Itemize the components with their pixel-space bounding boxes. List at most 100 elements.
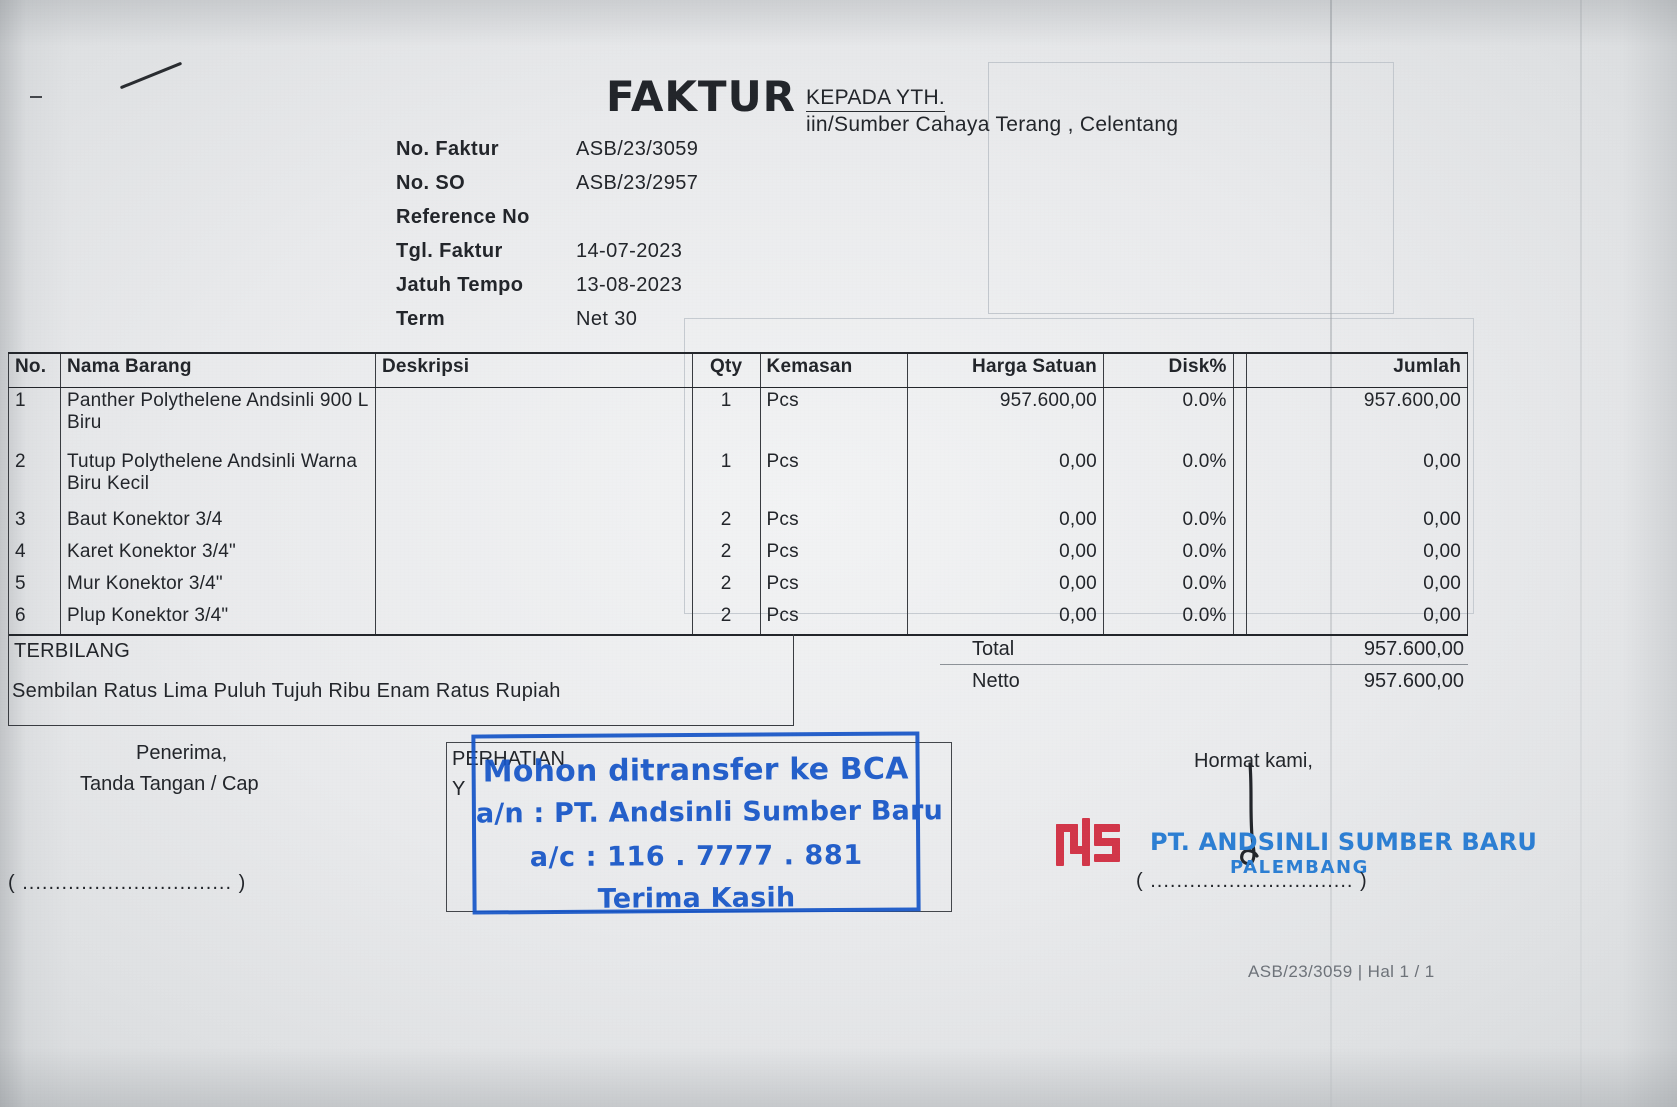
- cell-jumlah: 0,00: [1245, 449, 1469, 507]
- cell-harga: 0,00: [907, 539, 1104, 571]
- cell-disk: 0.0%: [1102, 539, 1234, 571]
- table-row: 2 Tutup Polythelene Andsinli Warna Biru …: [8, 449, 1469, 507]
- cell-deskripsi: [374, 387, 693, 449]
- cell-no: 4: [8, 539, 61, 571]
- cell-qty: 1: [691, 449, 761, 507]
- meta-label-no-faktur: No. Faktur: [396, 138, 499, 160]
- cell-kemasan: Pcs: [759, 539, 909, 571]
- col-header-deskripsi: Deskripsi: [374, 352, 693, 388]
- meta-row-jatuh-tempo: Jatuh Tempo 13-08-2023: [396, 274, 698, 308]
- meta-label-no-so: No. SO: [396, 172, 466, 194]
- cell-harga: 0,00: [907, 571, 1104, 603]
- table-header-row: No. Nama Barang Deskripsi Qty Kemasan Ha…: [8, 352, 1469, 388]
- cell-no: 6: [8, 603, 61, 636]
- cell-no: 2: [8, 449, 61, 507]
- cell-kemasan: Pcs: [759, 603, 909, 636]
- cell-disk: 0.0%: [1102, 571, 1234, 603]
- cell-disk: 0.0%: [1102, 449, 1234, 507]
- col-header-nama: Nama Barang: [59, 352, 376, 388]
- stray-tick-mark: [30, 96, 42, 98]
- cell-nama: Karet Konektor 3/4": [59, 539, 376, 571]
- meta-row-no-faktur: No. Faktur ASB/23/3059: [396, 138, 698, 172]
- table-row: 4 Karet Konektor 3/4" 2 Pcs 0,00 0.0% 0,…: [8, 539, 1469, 571]
- cell-jumlah: 0,00: [1245, 507, 1469, 539]
- recipient-label: KEPADA YTH.: [806, 86, 946, 112]
- cell-spacer: [1232, 387, 1247, 449]
- cell-no: 3: [8, 507, 61, 539]
- bank-transfer-stamp: Mohon ditransfer ke BCA a/n : PT. Andsin…: [471, 731, 944, 915]
- netto-label: Netto: [972, 670, 1020, 692]
- cell-spacer: [1232, 539, 1247, 571]
- cell-jumlah: 0,00: [1245, 539, 1469, 571]
- meta-row-no-so: No. SO ASB/23/2957: [396, 172, 698, 206]
- penerima-signature-line: ( ................................ ): [8, 872, 247, 894]
- cell-spacer: [1232, 507, 1247, 539]
- cell-nama: Tutup Polythelene Andsinli Warna Biru Ke…: [59, 449, 376, 507]
- cell-nama: Panther Polythelene Andsinli 900 L Biru: [59, 387, 376, 449]
- cell-harga: 0,00: [907, 449, 1104, 507]
- cell-no: 1: [8, 387, 61, 449]
- cell-qty: 2: [691, 603, 761, 636]
- col-header-harga: Harga Satuan: [907, 352, 1104, 388]
- stamp-line-thanks: Terima Kasih: [597, 882, 796, 915]
- perhatian-bullet: Y: [452, 778, 466, 800]
- penerima-label: Penerima,: [136, 742, 228, 764]
- meta-row-tgl-faktur: Tgl. Faktur 14-07-2023: [396, 240, 698, 274]
- cell-qty: 1: [691, 387, 761, 449]
- cell-deskripsi: [374, 571, 693, 603]
- cell-kemasan: Pcs: [759, 449, 909, 507]
- company-name: PT. ANDSINLI SUMBER BARU: [1150, 828, 1538, 856]
- stamp-line-bank: Mohon ditransfer ke BCA: [482, 751, 909, 790]
- cell-deskripsi: [374, 507, 693, 539]
- cell-spacer: [1232, 571, 1247, 603]
- meta-label-jatuh-tempo: Jatuh Tempo: [396, 274, 524, 296]
- cell-kemasan: Pcs: [759, 387, 909, 449]
- cell-deskripsi: [374, 449, 693, 507]
- meta-row-reference-no: Reference No: [396, 206, 698, 240]
- company-logo-icon: [1056, 818, 1120, 866]
- invoice-meta-list: No. Faktur ASB/23/3059 No. SO ASB/23/295…: [396, 138, 698, 342]
- table-row: 5 Mur Konektor 3/4" 2 Pcs 0,00 0.0% 0,00: [8, 571, 1469, 603]
- cell-qty: 2: [691, 571, 761, 603]
- cell-disk: 0.0%: [1102, 603, 1234, 636]
- cell-jumlah: 957.600,00: [1245, 387, 1469, 449]
- stamp-line-account-name: a/n : PT. Andsinli Sumber Baru: [475, 795, 944, 830]
- hormat-kami-label: Hormat kami,: [1194, 750, 1313, 772]
- cell-kemasan: Pcs: [759, 507, 909, 539]
- cell-qty: 2: [691, 539, 761, 571]
- meta-value-tgl-faktur: 14-07-2023: [576, 240, 683, 262]
- recipient-value: iin/Sumber Cahaya Terang , Celentang: [806, 113, 1179, 136]
- col-header-disk: Disk%: [1102, 352, 1234, 388]
- col-header-qty: Qty: [691, 352, 761, 388]
- cell-spacer: [1232, 449, 1247, 507]
- total-value: 957.600,00: [1363, 638, 1464, 660]
- meta-value-term: Net 30: [576, 308, 638, 330]
- page-title: FAKTUR: [606, 72, 797, 121]
- cell-harga: 0,00: [907, 603, 1104, 636]
- table-row: 6 Plup Konektor 3/4" 2 Pcs 0,00 0.0% 0,0…: [8, 603, 1469, 636]
- terbilang-box: [8, 634, 794, 726]
- col-header-kemasan: Kemasan: [759, 352, 909, 388]
- cell-nama: Baut Konektor 3/4: [59, 507, 376, 539]
- perhatian-label: PERHATIAN: [452, 748, 565, 770]
- meta-value-no-so: ASB/23/2957: [576, 172, 699, 194]
- meta-row-term: Term Net 30: [396, 308, 698, 342]
- meta-value-no-faktur: ASB/23/3059: [576, 138, 699, 160]
- cell-deskripsi: [374, 603, 693, 636]
- hormat-signature-line: ( ............................... ): [1136, 870, 1368, 892]
- col-header-spacer: [1232, 352, 1247, 388]
- cell-disk: 0.0%: [1102, 387, 1234, 449]
- scan-fold-line-2: [1580, 0, 1582, 1107]
- cell-harga: 957.600,00: [907, 387, 1104, 449]
- cell-jumlah: 0,00: [1245, 603, 1469, 636]
- cell-nama: Mur Konektor 3/4": [59, 571, 376, 603]
- meta-value-jatuh-tempo: 13-08-2023: [576, 274, 683, 296]
- netto-value: 957.600,00: [1363, 670, 1464, 692]
- line-items-table: No. Nama Barang Deskripsi Qty Kemasan Ha…: [8, 352, 1469, 636]
- cell-spacer: [1232, 603, 1247, 636]
- stray-pen-mark: [119, 61, 183, 90]
- cell-jumlah: 0,00: [1245, 571, 1469, 603]
- meta-label-term: Term: [396, 308, 446, 330]
- total-label: Total: [972, 638, 1015, 660]
